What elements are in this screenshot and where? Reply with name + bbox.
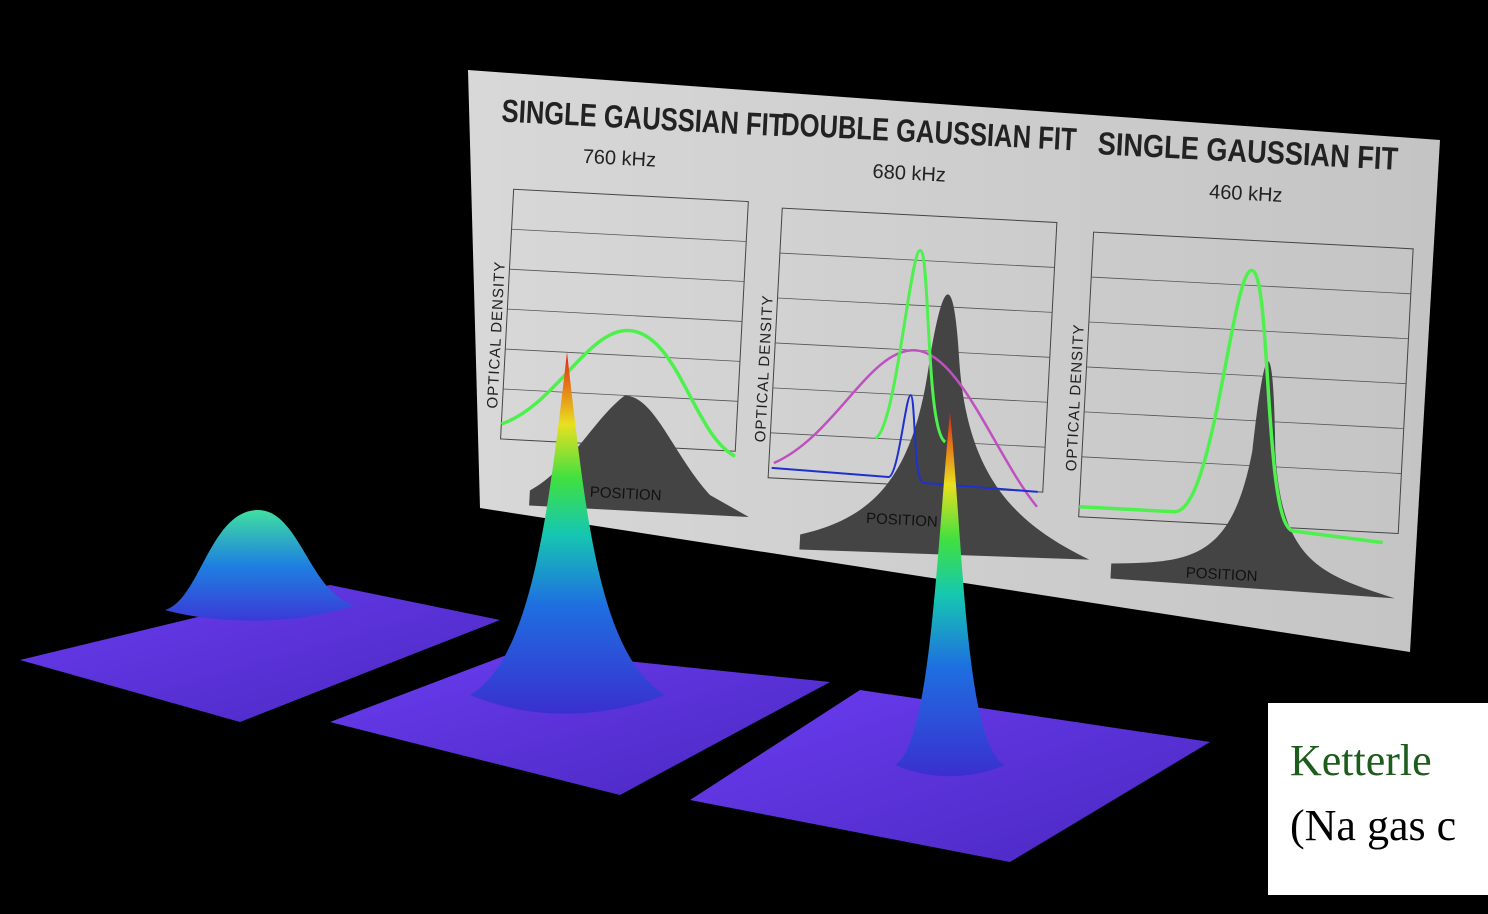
- x-label: POSITION: [589, 484, 661, 505]
- density-peak: [895, 412, 1005, 777]
- density-profile: [529, 395, 749, 518]
- plot: SINGLE GAUSSIAN FIT 760 kHz OPTICAL DENS…: [484, 94, 785, 518]
- frequency: 760 kHz: [582, 146, 656, 172]
- caption-line: Ketterle: [1290, 736, 1432, 785]
- density-surface: [330, 650, 830, 795]
- fit-curve: [1079, 268, 1383, 545]
- density-peak: [165, 510, 355, 621]
- density-surface: [20, 585, 500, 722]
- fit-curve: [874, 248, 947, 444]
- density-profile: [1110, 361, 1395, 599]
- caption-box: [1268, 703, 1488, 895]
- fit-curve: [500, 328, 736, 458]
- caption-line: (Na gas c: [1290, 801, 1456, 850]
- frequency: 460 kHz: [1209, 181, 1283, 207]
- x-label: POSITION: [1185, 564, 1257, 585]
- fit-curve: [773, 349, 1038, 508]
- density-profile: [799, 294, 1090, 560]
- density-peak: [470, 352, 665, 714]
- frequency: 680 kHz: [872, 161, 946, 187]
- x-label: POSITION: [866, 510, 938, 531]
- fit-curve: [771, 394, 1038, 493]
